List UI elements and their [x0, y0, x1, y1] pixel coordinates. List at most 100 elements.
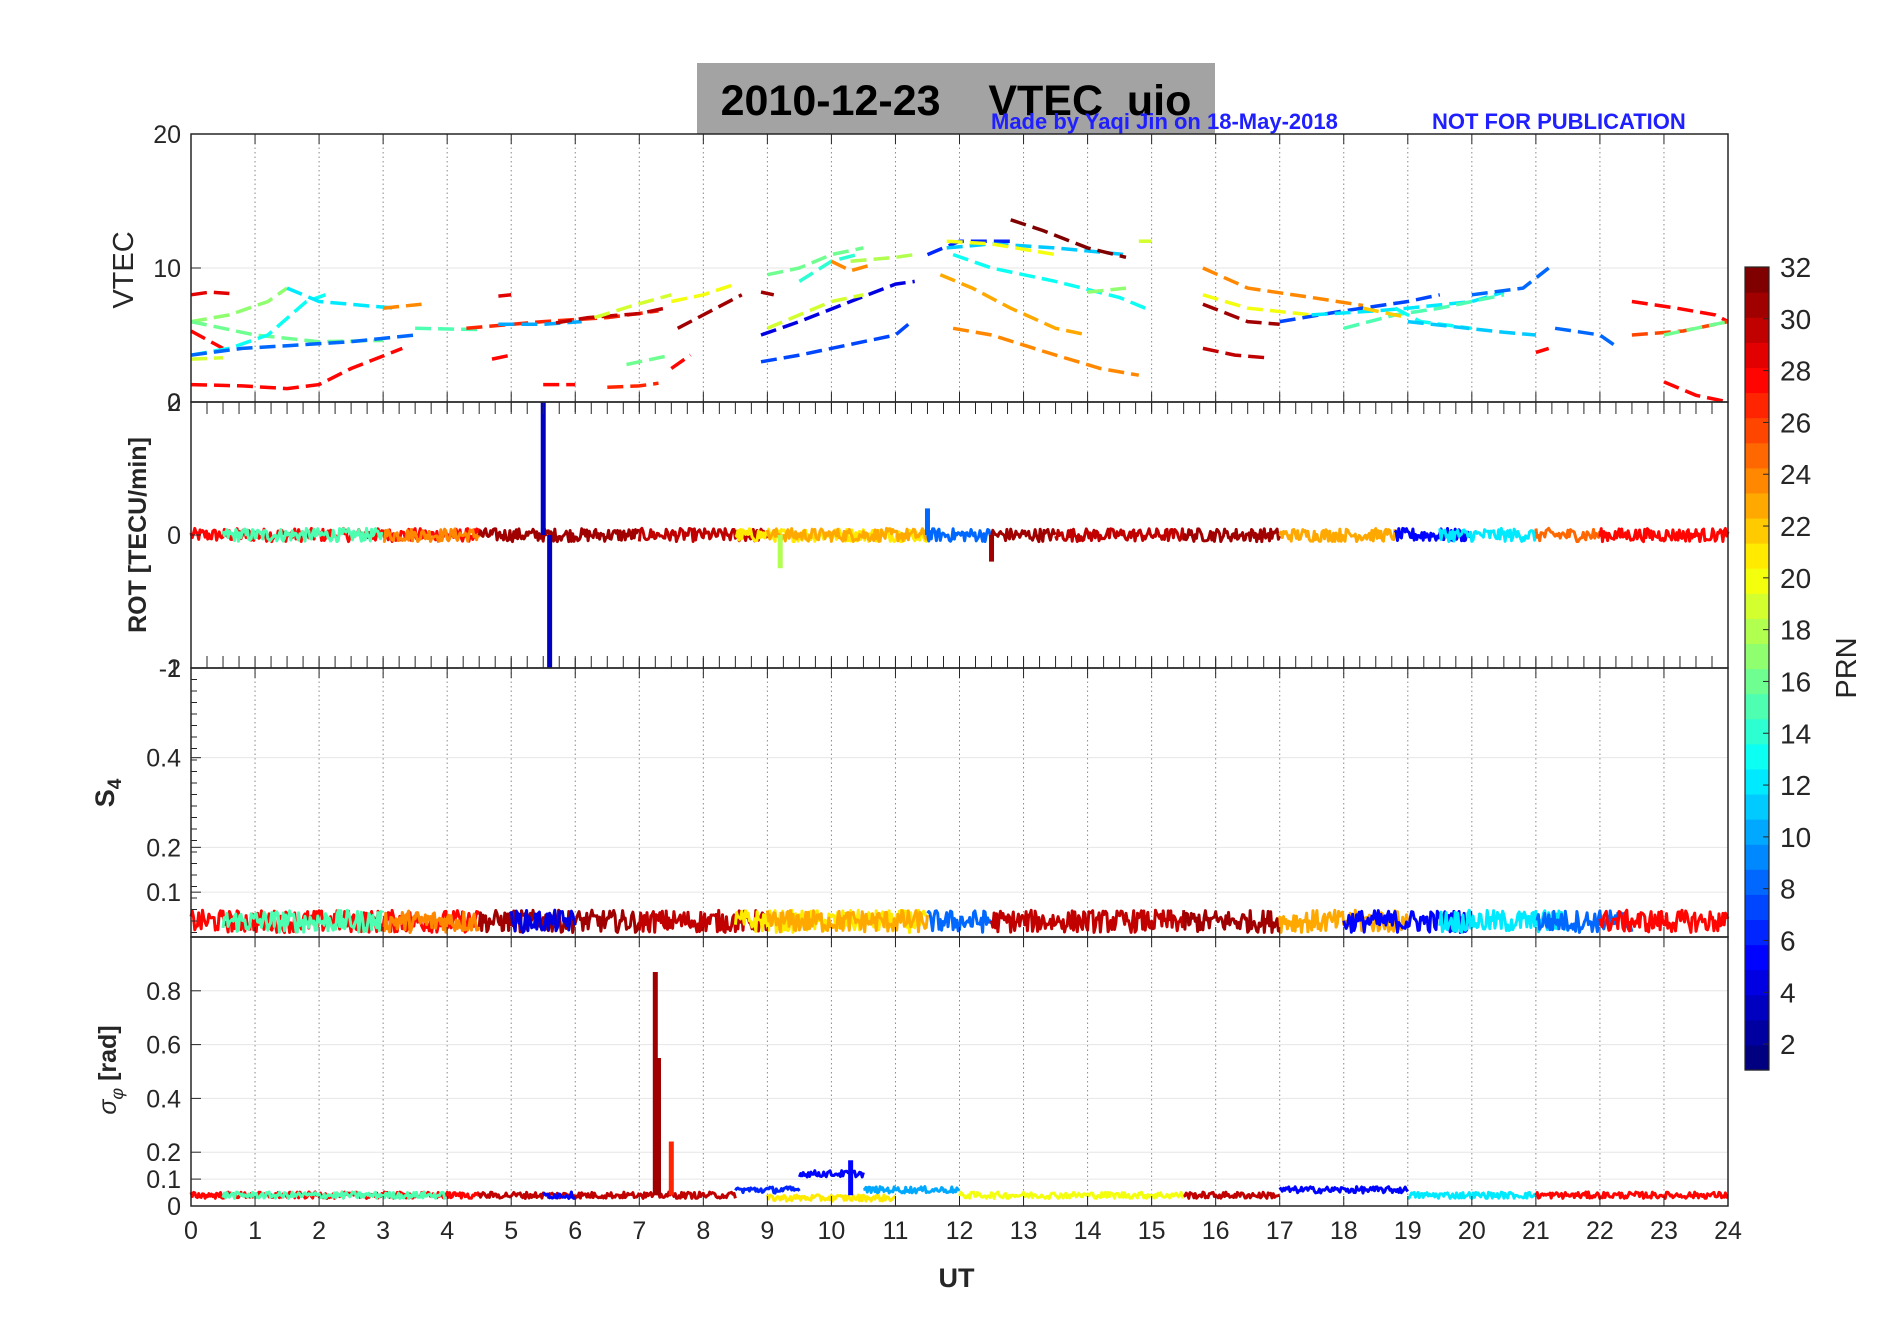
vtec-series-prn-8 — [190, 333, 416, 357]
sigma_phi-ytick-label: 0.6 — [146, 1032, 181, 1060]
s4-panel-bg — [191, 668, 1728, 937]
colorbar-segment — [1745, 944, 1769, 971]
s4-trace-prn-15 — [221, 908, 384, 934]
s4-ytick-label: 1 — [167, 655, 181, 683]
vtec-series-prn-29 — [190, 290, 230, 297]
vtec-series-prn-24 — [382, 302, 422, 310]
colorbar-segment — [1745, 442, 1769, 469]
vtec-series-prn-7 — [760, 322, 910, 364]
s4-trace-prn-4 — [509, 908, 577, 934]
credit-note: Made by Yaqi Jin on 18-May-2018 — [991, 109, 1338, 134]
colorbar-tick-label: 32 — [1780, 252, 1811, 283]
x-tick-label: 5 — [504, 1217, 518, 1245]
vtec-series-prn-17 — [190, 286, 289, 324]
vtec-series-prn-28 — [190, 329, 224, 350]
vtec-series-prn-24 — [952, 326, 1140, 377]
colorbar-segment — [1745, 593, 1769, 619]
sigma_phi-trace-prn-28 — [1534, 1190, 1729, 1200]
colorbar-tick-label: 22 — [1780, 511, 1811, 542]
vtec-series-prn-28 — [190, 346, 403, 391]
colorbar-segment — [1745, 1044, 1769, 1071]
colorbar-segment — [1745, 543, 1769, 569]
vtec-series-prn-4 — [760, 279, 915, 337]
colorbar-tick-label: 28 — [1780, 356, 1811, 387]
rot-trace-prn-15 — [221, 526, 384, 544]
x-tick-label: 2 — [312, 1217, 326, 1245]
rot-trace-prn-8 — [926, 527, 993, 543]
x-tick-label: 0 — [184, 1217, 198, 1245]
rot-trace-prn-31 — [990, 527, 1057, 544]
rot-trace-prn-31 — [477, 527, 641, 544]
x-tick-label: 22 — [1586, 1217, 1614, 1245]
colorbar-tick-label: 16 — [1780, 666, 1811, 697]
vtec-ytick-label: 20 — [153, 121, 181, 149]
figure-title: 2010-12-23 VTEC uio — [720, 77, 1192, 125]
vtec-series-prn-17 — [1087, 286, 1127, 294]
x-tick-label: 21 — [1522, 1217, 1550, 1245]
colorbar-segment — [1745, 568, 1769, 594]
rot-trace-prn-31 — [1182, 527, 1282, 544]
title-box — [697, 63, 1215, 135]
colorbar-segment — [1745, 392, 1769, 419]
vtec-series-prn-28 — [1663, 380, 1729, 404]
vtec-ytick-label: 10 — [153, 255, 181, 283]
colorbar-tick-label: 4 — [1780, 977, 1796, 1008]
sigma_phi-trace-prn-5 — [1278, 1185, 1409, 1195]
vtec-series-prn-16 — [1663, 319, 1729, 337]
vtec-series-prn-20 — [946, 239, 1056, 257]
sigma_phi-trace-prn-6 — [734, 1185, 801, 1195]
vtec-series-prn-19 — [190, 356, 224, 361]
vtec-series-prn-19 — [766, 293, 864, 330]
vtec-series-prn-20 — [1202, 293, 1312, 317]
x-tick-label: 20 — [1458, 1217, 1486, 1245]
x-tick-label: 11 — [882, 1217, 908, 1245]
vtec-series-prn-32 — [1010, 218, 1127, 259]
s4-trace-prn-28 — [1598, 908, 1730, 934]
colorbar-frame — [1744, 266, 1770, 1071]
colorbar-tick-label: 20 — [1780, 563, 1811, 594]
x-tick-label: 12 — [946, 1217, 974, 1245]
vtec-series-prn-11 — [946, 242, 1127, 257]
vtec-series-prn-7 — [1279, 293, 1441, 324]
colorbar-tick-label: 2 — [1780, 1029, 1796, 1060]
colorbar-segment — [1745, 618, 1769, 645]
colorbar-segment — [1745, 517, 1769, 544]
colorbar-segment — [1745, 417, 1769, 444]
rot-trace-prn-12 — [1438, 526, 1538, 544]
colorbar-tick-label: 8 — [1780, 874, 1796, 905]
sigma_phi-trace-prn-20 — [958, 1190, 1185, 1200]
sigma_phi-ytick-label: 0.4 — [146, 1085, 181, 1113]
rot-trace-prn-28 — [1598, 527, 1730, 544]
colorbar-segment — [1745, 342, 1769, 368]
rot-ytick-label: -2 — [159, 655, 181, 683]
vtec-series-prn-16 — [767, 246, 864, 277]
vtec-series-prn-24 — [830, 259, 871, 273]
x-tick-label: 16 — [1202, 1217, 1230, 1245]
rot-trace-prn-30 — [1054, 527, 1186, 544]
x-tick-label: 17 — [1266, 1217, 1294, 1245]
x-tick-label: 3 — [376, 1217, 390, 1245]
colorbar-segment — [1745, 793, 1769, 820]
s4-ytick-label: 0.4 — [146, 745, 181, 773]
vtec-series-prn-31 — [676, 293, 743, 330]
x-tick-label: 19 — [1394, 1217, 1422, 1245]
colorbar-tick-label: 12 — [1780, 770, 1811, 801]
publication-notice: NOT FOR PUBLICATION — [1432, 109, 1686, 134]
vtec-series-prn-29 — [498, 293, 512, 298]
vtec-ylabel: VTEC — [108, 231, 140, 308]
vtec-series-prn-31 — [1202, 302, 1280, 327]
vtec-ytick-label: 0 — [167, 389, 181, 417]
colorbar-segment — [1745, 969, 1769, 996]
sigma_phi-panel-bg — [191, 937, 1728, 1206]
x-axis-label: UT — [939, 1263, 975, 1293]
colorbar-tick-label: 10 — [1780, 822, 1811, 853]
sigma_phi-ytick-label: 0 — [167, 1193, 181, 1221]
x-tick-label: 14 — [1074, 1217, 1102, 1245]
colorbar-segment — [1745, 367, 1769, 394]
colorbar-segment — [1745, 317, 1769, 343]
vtec-series-prn-16 — [190, 319, 384, 344]
vtec-series-prn-27 — [607, 381, 659, 390]
vtec-series-prn-8 — [1471, 266, 1550, 297]
colorbar-tick-label: 30 — [1780, 304, 1811, 335]
colorbar-segment — [1745, 743, 1769, 770]
